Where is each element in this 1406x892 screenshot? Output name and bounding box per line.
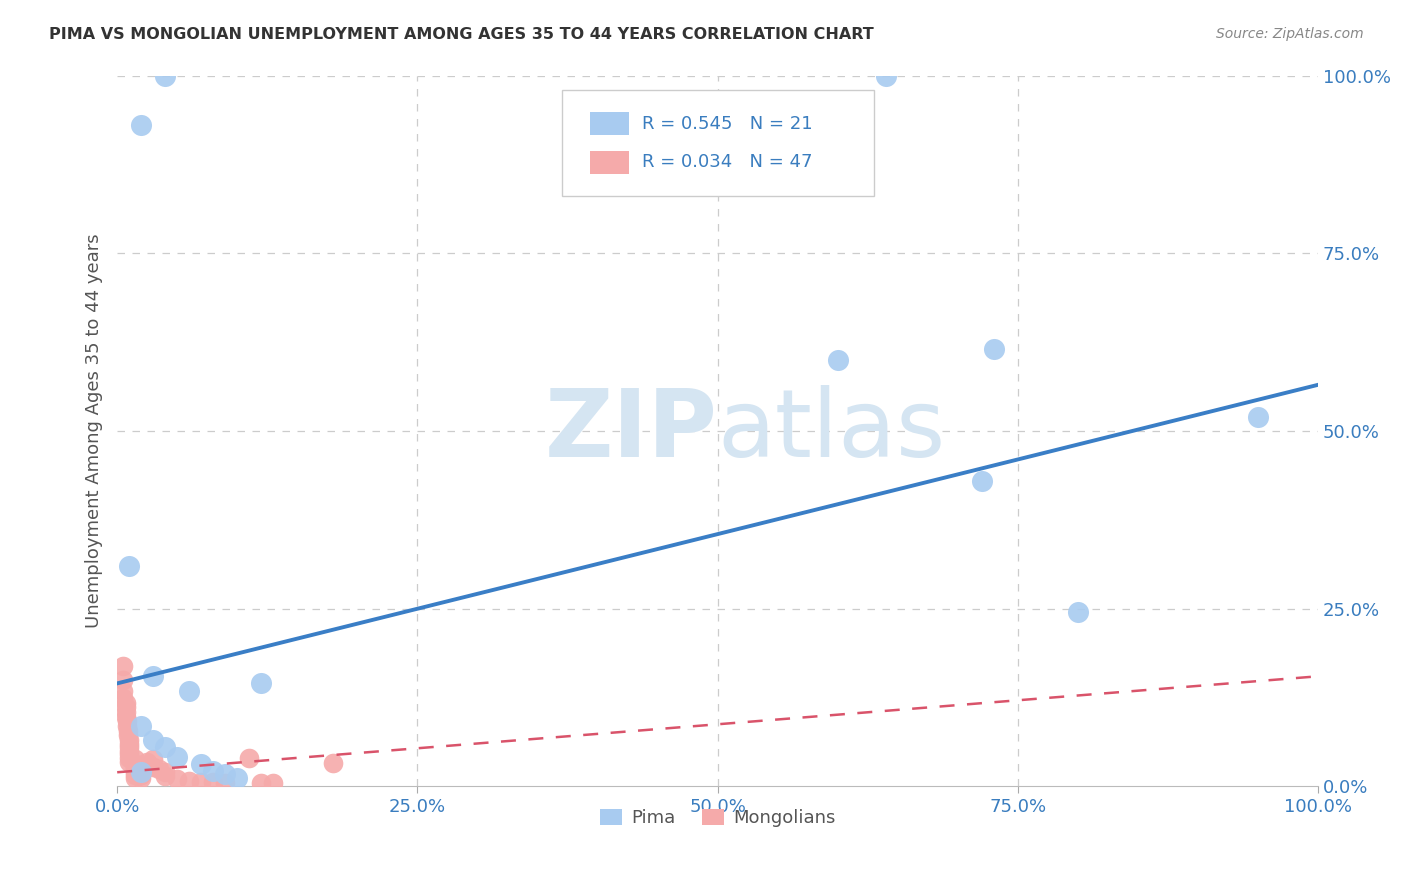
Point — [112, 658, 135, 673]
FancyBboxPatch shape — [591, 112, 628, 136]
Point — [129, 758, 152, 772]
Text: PIMA VS MONGOLIAN UNEMPLOYMENT AMONG AGES 35 TO 44 YEARS CORRELATION CHART: PIMA VS MONGOLIAN UNEMPLOYMENT AMONG AGE… — [49, 27, 875, 42]
Point — [124, 768, 146, 782]
Point — [190, 775, 212, 789]
Point — [142, 759, 165, 773]
Point — [262, 776, 284, 790]
Point — [214, 766, 236, 780]
Point — [190, 756, 212, 771]
Point — [179, 683, 201, 698]
Point — [970, 474, 993, 488]
Point — [827, 352, 849, 367]
Point — [124, 756, 146, 771]
Point — [148, 762, 170, 776]
Point — [142, 733, 165, 747]
Point — [136, 758, 159, 772]
Point — [124, 759, 146, 773]
Point — [117, 724, 139, 739]
FancyBboxPatch shape — [561, 90, 873, 196]
Point — [129, 771, 152, 785]
Point — [118, 744, 141, 758]
Point — [124, 763, 146, 777]
Text: R = 0.545   N = 21: R = 0.545 N = 21 — [643, 115, 813, 133]
Point — [115, 719, 138, 733]
Point — [202, 775, 225, 789]
Point — [155, 769, 177, 783]
Point — [124, 765, 146, 780]
Point — [118, 751, 141, 765]
Point — [155, 69, 177, 83]
Point — [250, 676, 273, 690]
Y-axis label: Unemployment Among Ages 35 to 44 years: Unemployment Among Ages 35 to 44 years — [86, 234, 103, 628]
Point — [112, 673, 135, 687]
Point — [238, 751, 260, 765]
Point — [129, 762, 152, 776]
Point — [166, 749, 188, 764]
Point — [983, 343, 1005, 357]
Point — [129, 118, 152, 132]
Point — [115, 714, 138, 728]
Point — [124, 771, 146, 785]
Point — [129, 719, 152, 733]
Point — [114, 696, 136, 710]
Point — [124, 752, 146, 766]
FancyBboxPatch shape — [591, 151, 628, 174]
Point — [226, 771, 249, 785]
Point — [136, 755, 159, 769]
Point — [114, 699, 136, 714]
Point — [202, 764, 225, 778]
Text: Source: ZipAtlas.com: Source: ZipAtlas.com — [1216, 27, 1364, 41]
Point — [129, 768, 152, 782]
Point — [142, 669, 165, 683]
Point — [129, 765, 152, 780]
Point — [155, 765, 177, 780]
Point — [118, 737, 141, 751]
Point — [129, 765, 152, 780]
Point — [875, 69, 897, 83]
Point — [214, 776, 236, 790]
Point — [1247, 409, 1270, 424]
Text: R = 0.034   N = 47: R = 0.034 N = 47 — [643, 153, 813, 171]
Point — [118, 755, 141, 769]
Text: atlas: atlas — [717, 385, 946, 477]
Point — [1067, 605, 1090, 619]
Point — [117, 728, 139, 742]
Point — [118, 747, 141, 762]
Point — [118, 740, 141, 755]
Point — [166, 772, 188, 787]
Point — [118, 732, 141, 747]
Point — [114, 710, 136, 724]
Point — [142, 752, 165, 766]
Point — [322, 756, 344, 770]
Legend: Pima, Mongolians: Pima, Mongolians — [593, 802, 842, 834]
Point — [118, 559, 141, 574]
Point — [179, 773, 201, 788]
Point — [114, 705, 136, 719]
Point — [112, 683, 135, 698]
Point — [112, 690, 135, 705]
Text: ZIP: ZIP — [544, 385, 717, 477]
Point — [155, 740, 177, 755]
Point — [250, 776, 273, 790]
